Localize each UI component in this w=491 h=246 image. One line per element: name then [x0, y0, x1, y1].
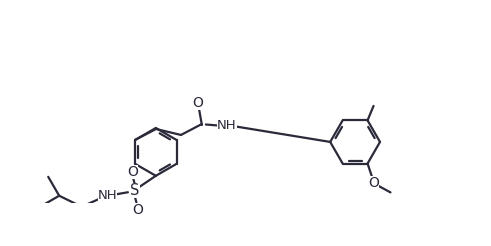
- Text: NH: NH: [98, 189, 117, 202]
- Text: O: O: [368, 176, 379, 190]
- Text: O: O: [192, 96, 203, 110]
- Text: O: O: [132, 203, 143, 217]
- Text: O: O: [127, 165, 138, 179]
- Text: S: S: [130, 183, 139, 198]
- Text: NH: NH: [217, 120, 237, 133]
